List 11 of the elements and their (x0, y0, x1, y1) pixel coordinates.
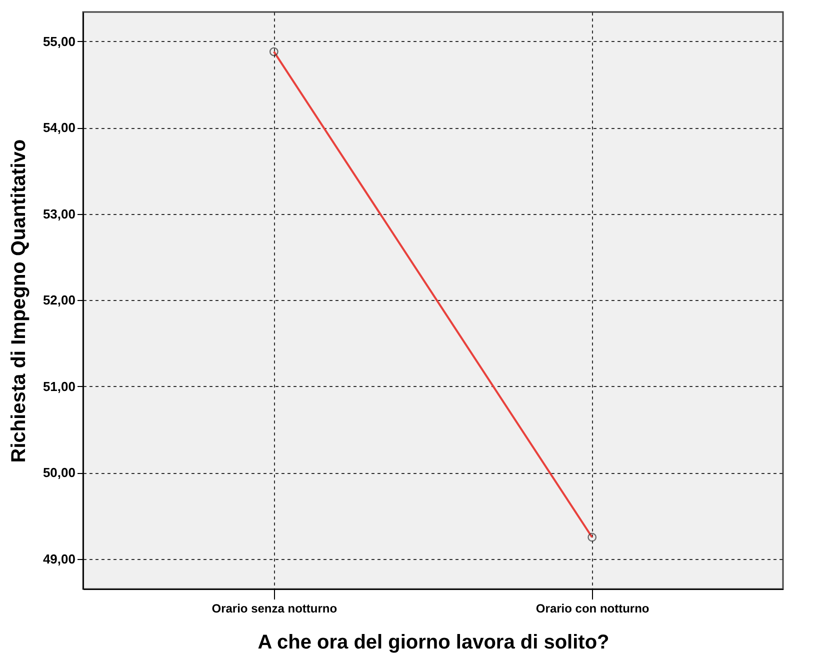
y-tick-label: 53,00 (42, 206, 76, 222)
x-tick-label: Orario con notturno (536, 602, 650, 616)
x-axis-title: A che ora del giorno lavora di solito? (258, 632, 610, 654)
y-tick-label: 51,00 (42, 378, 76, 394)
y-tick-label: 54,00 (42, 120, 76, 136)
y-tick-label: 49,00 (42, 551, 76, 566)
x-tick-label: Orario senza notturno (212, 602, 338, 616)
y-tick-label: 52,00 (42, 292, 76, 308)
y-axis-title: Richiesta di Impegno Quantitativo (8, 139, 30, 463)
y-tick-label: 50,00 (42, 465, 76, 480)
y-tick-label: 55,00 (42, 34, 76, 49)
